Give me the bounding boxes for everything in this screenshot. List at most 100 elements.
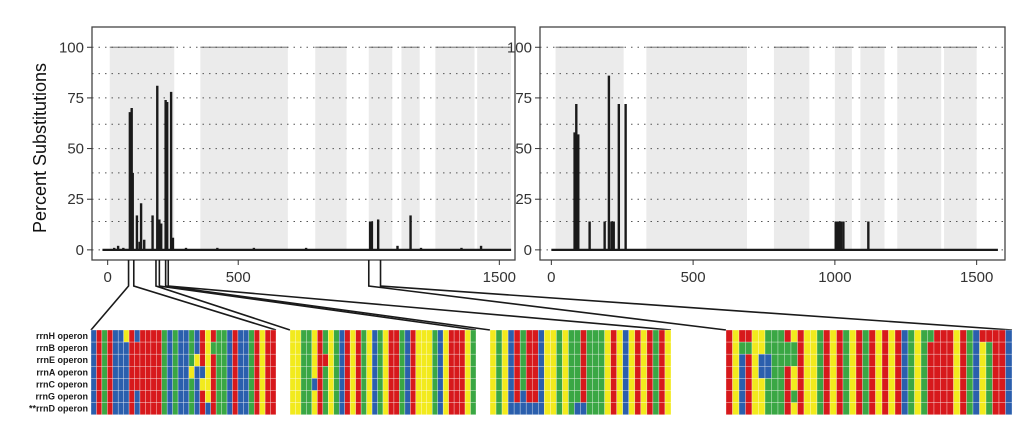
nucleotide-cell: [634, 341, 642, 355]
nucleotide-cell: [550, 402, 557, 415]
nucleotide-cell: [574, 378, 581, 391]
region-band: [200, 47, 288, 250]
nucleotide-cell: [985, 353, 993, 367]
nucleotide-cell: [112, 378, 119, 391]
nucleotide-cell: [862, 329, 870, 343]
nucleotide-cell: [568, 329, 575, 343]
nucleotide-cell: [156, 366, 162, 379]
nucleotide-cell: [410, 402, 417, 415]
nucleotide-cell: [107, 378, 114, 391]
nucleotide-cell: [139, 341, 146, 355]
nucleotide-cell: [810, 366, 818, 379]
nucleotide-cell: [953, 390, 961, 403]
nucleotide-cell: [317, 378, 324, 391]
nucleotide-cell: [777, 390, 785, 403]
nucleotide-cell: [862, 402, 870, 415]
nucleotide-cell: [758, 366, 766, 379]
nucleotide-cell: [322, 366, 329, 379]
nucleotide-cell: [388, 402, 395, 415]
alignment-block: [725, 329, 1013, 415]
nucleotide-cell: [550, 378, 557, 391]
nucleotide-cell: [658, 353, 666, 367]
nucleotide-cell: [172, 341, 179, 355]
nucleotide-cell: [790, 353, 798, 367]
nucleotide-cell: [556, 390, 563, 403]
nucleotide-cell: [972, 378, 980, 391]
nucleotide-cell: [377, 378, 384, 391]
nucleotide-cell: [215, 390, 222, 403]
nucleotide-cell: [920, 378, 928, 391]
nucleotide-cell: [914, 329, 922, 343]
nucleotide-cell: [459, 366, 466, 379]
nucleotide-cell: [525, 390, 533, 403]
nucleotide-cell: [322, 378, 329, 391]
nucleotide-cell: [306, 402, 313, 415]
nucleotide-cell: [306, 366, 313, 379]
nucleotide-cell: [442, 329, 449, 343]
nucleotide-cell: [139, 378, 146, 391]
nucleotide-cell: [940, 366, 948, 379]
nucleotide-cell: [797, 366, 805, 379]
nucleotide-cell: [933, 366, 941, 379]
nucleotide-cell: [979, 390, 987, 403]
nucleotide-cell: [177, 378, 184, 391]
nucleotide-cell: [117, 353, 124, 367]
nucleotide-cell: [959, 402, 967, 415]
nucleotide-cell: [123, 378, 130, 391]
nucleotide-cell: [399, 378, 406, 391]
nucleotide-cell: [525, 366, 533, 379]
nucleotide-cell: [894, 402, 902, 415]
nucleotide-cell: [107, 402, 114, 415]
nucleotide-cell: [658, 366, 666, 379]
nucleotide-cell: [90, 353, 97, 367]
y-tick-label: 25: [67, 191, 84, 208]
nucleotide-cell: [166, 378, 173, 391]
nucleotide-cell: [946, 329, 954, 343]
nucleotide-cell: [166, 341, 173, 355]
nucleotide-cell: [172, 353, 179, 367]
operon-label: rrnG operon: [35, 392, 88, 402]
nucleotide-cell: [568, 341, 575, 355]
nucleotide-cell: [264, 378, 271, 391]
nucleotide-cell: [875, 353, 883, 367]
nucleotide-cell: [810, 329, 818, 343]
nucleotide-cell: [933, 378, 941, 391]
nucleotide-cell: [875, 402, 883, 415]
nucleotide-cell: [855, 390, 863, 403]
nucleotide-cell: [829, 366, 837, 379]
nucleotide-cell: [959, 353, 967, 367]
nucleotide-cell: [300, 402, 307, 415]
nucleotide-cell: [946, 402, 954, 415]
nucleotide-cell: [519, 390, 527, 403]
nucleotide-cell: [128, 390, 135, 403]
nucleotide-cell: [998, 329, 1006, 343]
nucleotide-cell: [810, 390, 818, 403]
nucleotide-cell: [161, 329, 168, 343]
nucleotide-cell: [431, 378, 438, 391]
nucleotide-cell: [972, 353, 980, 367]
nucleotide-cell: [221, 402, 228, 415]
nucleotide-cell: [914, 366, 922, 379]
nucleotide-cell: [610, 366, 617, 379]
nucleotide-cell: [888, 329, 896, 343]
nucleotide-cell: [123, 402, 130, 415]
nucleotide-cell: [556, 378, 563, 391]
nucleotide-cell: [732, 378, 740, 391]
nucleotide-cell: [901, 366, 909, 379]
nucleotide-cell: [771, 378, 779, 391]
nucleotide-cell: [933, 341, 941, 355]
nucleotide-cell: [616, 366, 623, 379]
nucleotide-cell: [592, 402, 599, 415]
x-tick-label: 500: [226, 269, 251, 286]
nucleotide-cell: [525, 402, 533, 415]
nucleotide-cell: [725, 402, 733, 415]
nucleotide-cell: [628, 329, 636, 343]
nucleotide-cell: [646, 353, 654, 367]
region-connector: [90, 260, 277, 331]
nucleotide-cell: [426, 378, 433, 391]
nucleotide-cell: [243, 341, 250, 355]
nucleotide-cell: [745, 390, 753, 403]
nucleotide-cell: [855, 402, 863, 415]
nucleotide-cell: [933, 390, 941, 403]
nucleotide-cell: [771, 353, 779, 367]
